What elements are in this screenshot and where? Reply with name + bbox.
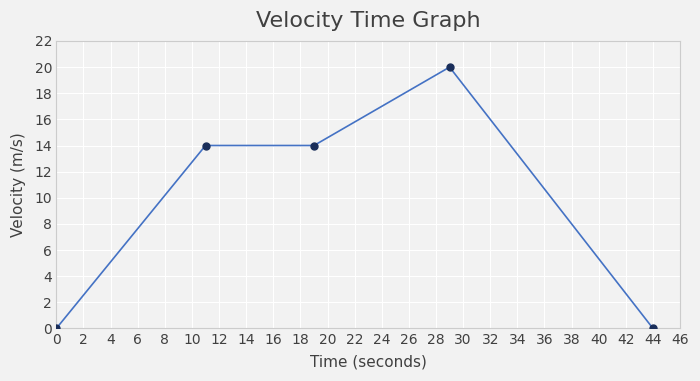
X-axis label: Time (seconds): Time (seconds) [310,355,427,370]
Title: Velocity Time Graph: Velocity Time Graph [256,11,480,31]
Y-axis label: Velocity (m/s): Velocity (m/s) [11,132,26,237]
